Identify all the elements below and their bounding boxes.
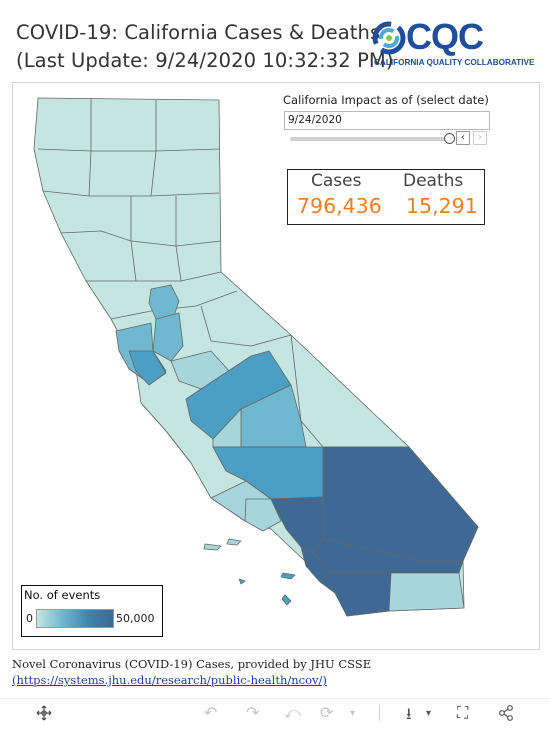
source-text: Novel Coronavirus (COVID-19) Cases, prov…: [12, 657, 372, 671]
legend-color-bar: [36, 609, 114, 628]
refresh-icon[interactable]: ⟳: [320, 703, 334, 722]
fullscreen-icon[interactable]: ⛶: [457, 703, 469, 722]
previous-date-button[interactable]: ‹: [456, 131, 470, 145]
download-dropdown-icon[interactable]: ▾: [426, 708, 432, 719]
channel-island: [226, 538, 242, 546]
channel-island: [281, 594, 292, 606]
county-ventura[interactable]: [244, 498, 282, 532]
channel-island: [280, 572, 296, 580]
deaths-label: Deaths: [403, 171, 464, 191]
revert-icon[interactable]: ⤺: [284, 703, 302, 722]
kpi-box: Cases Deaths 796,436 15,291: [287, 169, 485, 225]
toolbar: ↶ ↷ ⤺ ⟳ ▾ ⭳ ▾ ⛶: [0, 698, 550, 728]
legend-min: 0: [26, 612, 33, 625]
move-icon[interactable]: [36, 705, 52, 721]
dashboard-panel: California Impact as of (select date) 9/…: [12, 82, 540, 650]
refresh-dropdown-icon[interactable]: ▾: [350, 708, 356, 719]
logo-subtitle: CALIFORNIA QUALITY COLLABORATIVE: [374, 58, 535, 67]
redo-icon[interactable]: ↷: [246, 703, 260, 722]
share-icon[interactable]: [498, 705, 514, 721]
cases-label: Cases: [311, 171, 362, 191]
county-san-diego[interactable]: [318, 572, 392, 617]
county-alameda[interactable]: [128, 350, 167, 386]
legend-title: No. of events: [24, 588, 101, 602]
cqc-logo-mark-icon: [372, 21, 406, 55]
source-link[interactable]: (https://systems.jhu.edu/research/public…: [12, 673, 327, 687]
toolbar-separator: [379, 705, 380, 721]
title-line-1: COVID-19: California Cases & Deaths: [16, 21, 381, 44]
deaths-value: 15,291: [406, 194, 478, 218]
cases-value: 796,436: [297, 194, 382, 218]
channel-island: [203, 543, 222, 551]
title-line-2: (Last Update: 9/24/2020 10:32:32 PM): [16, 49, 394, 72]
county-imperial[interactable]: [388, 572, 465, 612]
source-note: Novel Coronavirus (COVID-19) Cases, prov…: [12, 656, 371, 688]
channel-island: [238, 578, 246, 585]
county-san-joaquin[interactable]: [152, 312, 184, 362]
next-date-button[interactable]: ›: [473, 131, 487, 145]
page-title: COVID-19: California Cases & Deaths (Las…: [16, 19, 394, 75]
undo-icon[interactable]: ↶: [204, 703, 218, 722]
legend-max: 50,000: [116, 612, 155, 625]
cqc-logo: CQC CALIFORNIA QUALITY COLLABORATIVE: [372, 16, 540, 70]
date-filter-label: California Impact as of (select date): [283, 93, 489, 107]
california-county-map[interactable]: [13, 83, 539, 649]
date-slider-track[interactable]: [290, 137, 450, 141]
download-icon[interactable]: ⭳: [406, 704, 412, 723]
date-filter-input[interactable]: 9/24/2020: [284, 111, 490, 130]
logo-text: CQC: [406, 16, 484, 57]
map-legend: No. of events 0 50,000: [21, 585, 163, 637]
date-slider-thumb[interactable]: [444, 133, 455, 144]
